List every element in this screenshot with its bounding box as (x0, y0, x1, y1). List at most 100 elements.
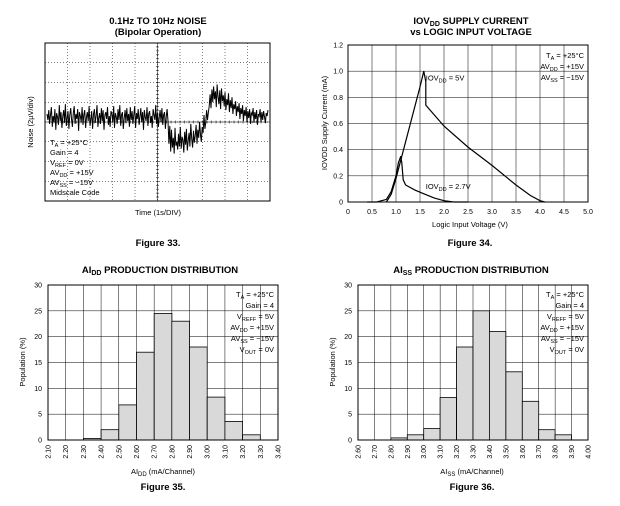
annotation-line-sub: OUT (245, 350, 257, 356)
y-tick-label: 10 (34, 386, 42, 393)
chart-title-main: AI (82, 265, 92, 276)
x-tick-label: 3.5 (511, 209, 521, 216)
histogram-bar (206, 396, 226, 441)
annotation-line-sub: A (551, 56, 555, 62)
annotation-line: AVSS = −15V (541, 73, 584, 84)
y-tick-label: 1.0 (333, 69, 343, 76)
annotation-line-main: V (547, 312, 552, 321)
annotation-line: VOUT = 0V (240, 345, 274, 356)
chart-title-sub: DD (91, 270, 101, 277)
histogram-bar (406, 434, 425, 441)
x-tick-label: 2.80 (388, 445, 395, 459)
annotation-line: AVSS = −15V (231, 334, 274, 345)
chart-title: IOVDD SUPPLY CURRENT (413, 16, 528, 28)
annotation-line-rest: = 5V (566, 312, 584, 321)
y-tick-label: 15 (34, 360, 42, 367)
histogram-bar (153, 312, 173, 441)
annotation-line: TA = +25°C (236, 290, 275, 301)
plot-frame (357, 284, 589, 441)
x-tick-label: 1.5 (415, 209, 425, 216)
x-tick-label: 0 (346, 209, 350, 216)
annotation-line-sub: REF (55, 163, 67, 169)
histogram-bar (488, 331, 507, 441)
annotation-line-sub: SS (550, 78, 558, 84)
series-label: IOVDD = 5V (426, 73, 465, 84)
y-tick-label: 20 (34, 334, 42, 341)
annotation-line-main: T (546, 290, 551, 299)
x-tick-label: 2.90 (405, 445, 412, 459)
x-tick-label: 2.20 (63, 445, 70, 459)
annotation-line-sub: SS (550, 339, 558, 345)
annotation-line-sub: OUT (555, 350, 567, 356)
annotation-line-sub: A (241, 295, 245, 301)
x-axis-label-main: AI (440, 467, 447, 476)
histogram-bar (456, 346, 474, 441)
annotation-line-main: AV (541, 334, 550, 343)
annotation-line-main: Midscale Code (50, 188, 100, 197)
x-tick-label: 2.40 (99, 445, 106, 459)
x-tick-label: 3.90 (569, 445, 576, 459)
series-label-rest: = 2.7V (447, 182, 471, 191)
annotation-line: TA = +25°C (546, 290, 585, 301)
x-tick-label: 3.60 (520, 445, 527, 459)
series-label-sub: DD (439, 78, 447, 84)
annotation-line-main: V (240, 345, 245, 354)
annotation-line-rest: = −15V (67, 178, 93, 187)
annotation-line-rest: = 0V (566, 345, 584, 354)
annotation-line-rest: = +15V (67, 168, 93, 177)
figure-caption: Figure 36. (450, 482, 495, 493)
annotation-line-sub: REFF (242, 317, 257, 323)
annotation-line-main: T (236, 290, 241, 299)
y-tick-label: 0.2 (333, 173, 343, 180)
annotation-line-sub: DD (550, 328, 558, 334)
annotation-line: Gain = 4 (555, 301, 584, 310)
annotation-line: Gain = 4 (245, 301, 274, 310)
annotation-line-rest: = 0V (66, 158, 84, 167)
histogram-bar (118, 404, 137, 441)
chart-title-rest: PRODUCTION DISTRIBUTION (412, 265, 549, 276)
x-tick-label: 3.20 (454, 445, 461, 459)
histogram-bar (224, 420, 243, 441)
annotation-line: AVSS = −15V (50, 178, 93, 189)
annotation-line-main: AV (231, 334, 240, 343)
annotation-line-rest: = 5V (256, 312, 274, 321)
annotation-line-main: Gain = 4 (245, 301, 274, 310)
annotation-line-rest: = −15V (558, 334, 584, 343)
annotation-line-sub: A (55, 143, 59, 149)
annotation-line: AVDD = +15V (230, 323, 274, 334)
histogram-bar (171, 320, 190, 441)
chart-title: AISS PRODUCTION DISTRIBUTION (393, 265, 549, 277)
annotation-line: Gain = 4 (50, 148, 79, 157)
x-tick-label: 3.40 (276, 445, 283, 459)
annotation-line-rest: = +25°C (58, 138, 88, 147)
histogram-bar (242, 434, 261, 441)
x-tick-label: 5.0 (583, 209, 593, 216)
annotation-line-rest: = +15V (558, 62, 584, 71)
annotation-line-sub: DD (550, 67, 558, 73)
figure-caption: Figure 33. (136, 238, 181, 249)
x-tick-label: 3.20 (240, 445, 247, 459)
y-tick-label: 20 (344, 334, 352, 341)
annotation-line: VREF = 0V (50, 158, 84, 169)
x-tick-label: 3.50 (503, 445, 510, 459)
annotation-line-sub: SS (59, 183, 67, 189)
y-tick-label: 0 (348, 438, 352, 445)
annotation-line-sub: SS (240, 339, 248, 345)
annotation-line-main: T (50, 138, 55, 147)
x-axis-label: Logic Input Voltage (V) (432, 220, 508, 229)
annotation-line-main: Gain = 4 (555, 301, 584, 310)
y-axis-label: Population (%) (328, 337, 337, 387)
y-tick-label: 5 (38, 412, 42, 419)
x-tick-label: 2.70 (372, 445, 379, 459)
x-tick-label: 3.30 (258, 445, 265, 459)
y-tick-label: 1.2 (333, 43, 343, 50)
y-axis-label: Noise (2µV/div) (26, 96, 35, 148)
y-tick-label: 10 (344, 386, 352, 393)
axis-ticks: 0 0.5 1.0 1.5 2.0 2.5 3.0 3.5 4.0 4.5 5.0 0 0.2 0.4 0.… (333, 43, 593, 217)
chart-subtitle: (Bipolar Operation) (115, 27, 202, 38)
annotation-line-sub: DD (240, 328, 248, 334)
